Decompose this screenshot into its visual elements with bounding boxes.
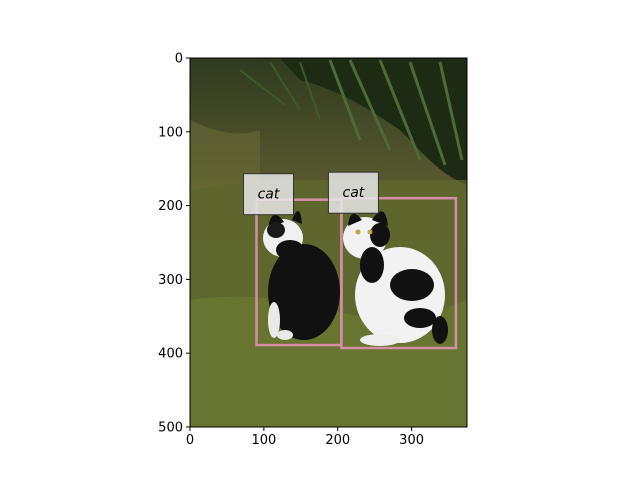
axes-frame: [189, 57, 468, 428]
y-tick-label: 100: [158, 125, 183, 140]
label-box: [242, 173, 294, 216]
y-axis: 0 100 200 300 400 500: [158, 52, 190, 436]
y-tick-label: 400: [158, 347, 183, 362]
x-tick-label: 0: [186, 433, 194, 448]
y-tick-label: 0: [175, 52, 183, 67]
detection-label: cat: [343, 185, 365, 201]
x-axis: 0 100 200 300: [186, 427, 424, 448]
bounding-box: [340, 196, 458, 350]
detection-label: cat: [258, 187, 280, 203]
label-box: [327, 171, 379, 214]
detections-layer: cat cat: [242, 171, 458, 350]
y-tick-label: 300: [158, 273, 183, 288]
photo-image: [190, 58, 467, 427]
y-tick-label: 200: [158, 199, 183, 214]
x-tick-label: 100: [251, 433, 276, 448]
x-tick-label: 300: [399, 433, 424, 448]
y-tick-label: 500: [158, 421, 183, 436]
x-tick-label: 200: [325, 433, 350, 448]
